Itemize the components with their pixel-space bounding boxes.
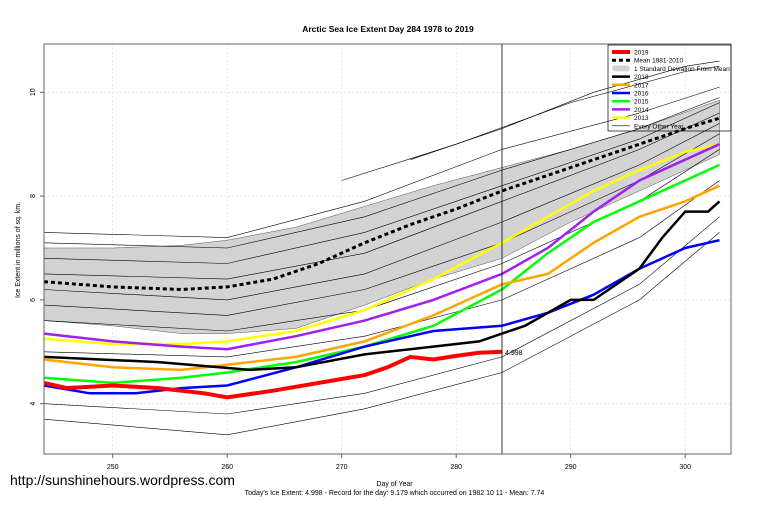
- y-tick-label: 4: [30, 402, 37, 406]
- current-value-label: 4.998: [505, 350, 523, 357]
- other-year-line: [341, 66, 720, 181]
- series-line-2015: [43, 163, 721, 385]
- std-dev-band: [43, 99, 720, 334]
- other-year-line: [43, 232, 720, 436]
- y-tick-label: 10: [30, 88, 37, 96]
- other-year-line: [43, 149, 720, 332]
- x-tick-label: 250: [107, 464, 119, 471]
- other-year-line: [43, 123, 720, 301]
- plot-frame: [43, 43, 732, 455]
- series-line-2013: [43, 142, 720, 346]
- other-year-line: [43, 112, 720, 280]
- x-tick-label: 260: [221, 464, 233, 471]
- other-year-line: [43, 97, 720, 249]
- series-line-2019: [43, 349, 503, 400]
- x-tick-label: 270: [336, 464, 348, 471]
- x-tick-label: 280: [450, 464, 462, 471]
- legend-label: 2015: [634, 99, 649, 106]
- y-axis-label: Ice Extent in millions of sq. km.: [15, 202, 22, 298]
- legend-label: Mean 1981-2010: [634, 58, 684, 65]
- other-year-line: [43, 86, 720, 238]
- mean-line: [43, 116, 720, 292]
- x-tick-label: 290: [565, 464, 577, 471]
- series-line-2018: [43, 200, 721, 372]
- other-year-line: [43, 102, 720, 264]
- x-tick-label: 300: [679, 464, 691, 471]
- legend-box: [607, 44, 732, 132]
- legend-label: 1 Standard Deviation From Mean: [634, 66, 730, 73]
- legend-label: 2016: [634, 91, 649, 98]
- other-year-line: [43, 133, 720, 316]
- x-axis-label: Day of Year: [376, 481, 413, 488]
- legend-label: 2018: [634, 74, 649, 81]
- legend-label: Every Other Year: [634, 123, 684, 130]
- legend-label: 2013: [634, 115, 649, 122]
- other-year-line: [43, 180, 720, 358]
- other-year-line: [410, 60, 720, 160]
- watermark-url: http://sunshinehours.wordpress.com: [10, 472, 235, 488]
- y-tick-label: 8: [30, 194, 37, 198]
- legend-label: 2014: [634, 107, 649, 114]
- footer-stats: Today's Ice Extent: 4.998 - Record for t…: [244, 490, 545, 497]
- series-line-2017: [43, 184, 721, 372]
- other-year-line: [43, 216, 720, 415]
- legend-label: 2017: [634, 82, 649, 89]
- legend-swatch-band: [612, 65, 630, 72]
- series-line-2014: [43, 143, 721, 351]
- chart-title: Arctic Sea Ice Extent Day 284 1978 to 20…: [302, 24, 474, 34]
- legend-label: 2019: [634, 50, 649, 57]
- y-tick-label: 6: [30, 298, 37, 302]
